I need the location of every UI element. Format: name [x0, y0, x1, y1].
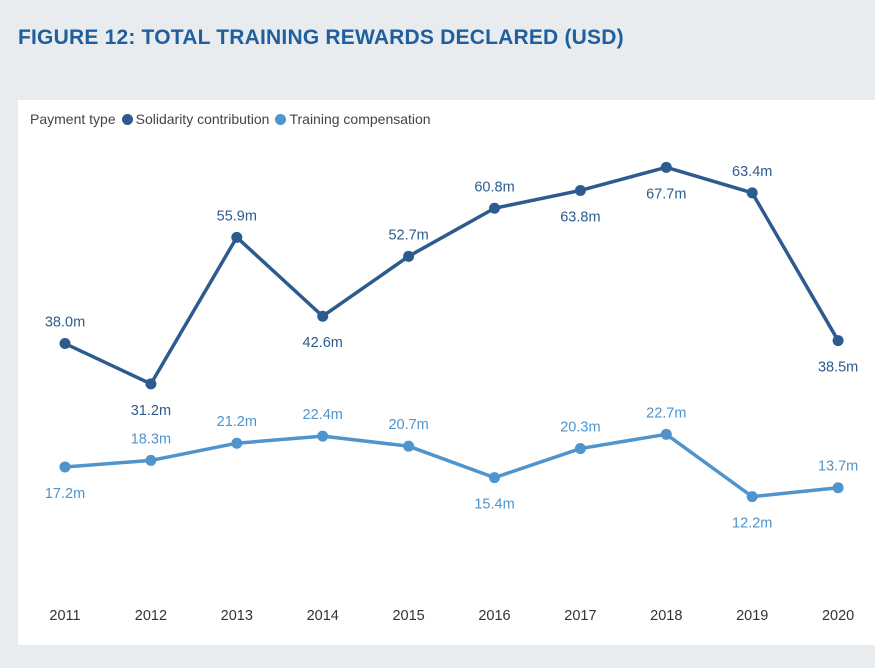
data-label-training-2019: 12.2m — [732, 516, 772, 532]
point-solidarity-2016[interactable] — [489, 202, 500, 214]
data-label-solidarity-2016: 60.8m — [474, 179, 514, 195]
x-tick-2017: 2017 — [564, 608, 596, 624]
legend-marker-training — [275, 113, 287, 125]
data-label-solidarity-2014: 42.6m — [303, 335, 343, 351]
point-training-2016[interactable] — [489, 472, 500, 484]
x-tick-2013: 2013 — [221, 608, 253, 624]
data-label-solidarity-2018: 67.7m — [646, 186, 686, 202]
data-label-training-2015: 20.7m — [388, 417, 428, 433]
legend-label-solidarity: Solidarity contribution — [135, 111, 270, 127]
legend-marker-solidarity — [121, 113, 133, 125]
point-training-2017[interactable] — [574, 443, 586, 455]
chart-title: FIGURE 12: TOTAL TRAINING REWARDS DECLAR… — [18, 26, 624, 49]
legend-item-solidarity[interactable]: Solidarity contribution — [121, 111, 270, 127]
data-label-solidarity-2020: 38.5m — [818, 360, 858, 376]
legend-item-training[interactable]: Training compensation — [275, 111, 431, 127]
chart-panel: 38.0m 31.2m 55.9m 42.6m 52.7m 60.8m 63.8m 67.7m… — [18, 100, 875, 645]
x-tick-2020: 2020 — [822, 608, 854, 624]
point-training-2014[interactable] — [317, 430, 329, 442]
x-tick-2014: 2014 — [307, 608, 339, 624]
point-solidarity-2014[interactable] — [317, 310, 329, 322]
data-label-training-2017: 20.3m — [560, 420, 600, 436]
x-tick-2016: 2016 — [478, 608, 510, 624]
data-label-solidarity-2012: 31.2m — [131, 403, 171, 419]
data-label-training-2016: 15.4m — [474, 497, 514, 513]
point-training-2012[interactable] — [145, 454, 157, 466]
data-label-training-2011: 17.2m — [45, 486, 85, 502]
data-label-solidarity-2019: 63.4m — [732, 164, 772, 180]
point-training-2013[interactable] — [231, 437, 243, 449]
point-solidarity-2017[interactable] — [574, 184, 586, 196]
x-tick-2012: 2012 — [135, 608, 167, 624]
data-label-solidarity-2013: 55.9m — [217, 208, 257, 224]
point-training-2020[interactable] — [832, 482, 844, 494]
legend: Payment type Solidarity contribution Tra… — [30, 111, 431, 127]
legend-label-training: Training compensation — [289, 111, 431, 127]
point-solidarity-2020[interactable] — [832, 335, 844, 347]
x-tick-2018: 2018 — [650, 608, 682, 624]
data-label-training-2018: 22.7m — [646, 405, 686, 421]
point-training-2019[interactable] — [746, 491, 758, 503]
series-line-training — [63, 432, 840, 499]
point-training-2015[interactable] — [403, 440, 415, 452]
data-label-solidarity-2015: 52.7m — [388, 227, 428, 243]
legend-title: Payment type — [30, 111, 116, 127]
point-solidarity-2012[interactable] — [145, 378, 157, 390]
point-solidarity-2019[interactable] — [746, 187, 758, 199]
point-solidarity-2015[interactable] — [403, 250, 415, 262]
point-training-2018[interactable] — [660, 428, 672, 440]
data-label-solidarity-2017: 63.8m — [560, 209, 600, 225]
series-line-solidarity — [63, 165, 840, 386]
data-label-solidarity-2011: 38.0m — [45, 315, 85, 331]
point-solidarity-2018[interactable] — [660, 161, 672, 173]
data-label-training-2012: 18.3m — [131, 431, 171, 447]
x-tick-2011: 2011 — [49, 608, 80, 624]
point-training-2011[interactable] — [59, 461, 71, 473]
line-chart: 38.0m 31.2m 55.9m 42.6m 52.7m 60.8m 63.8m 67.7m… — [45, 161, 858, 624]
x-tick-2015: 2015 — [392, 608, 424, 624]
point-solidarity-2013[interactable] — [231, 231, 243, 243]
data-label-training-2013: 21.2m — [217, 414, 257, 430]
x-tick-2019: 2019 — [736, 608, 768, 624]
data-label-training-2020: 13.7m — [818, 459, 858, 475]
point-solidarity-2011[interactable] — [59, 338, 71, 350]
data-label-training-2014: 22.4m — [303, 407, 343, 423]
